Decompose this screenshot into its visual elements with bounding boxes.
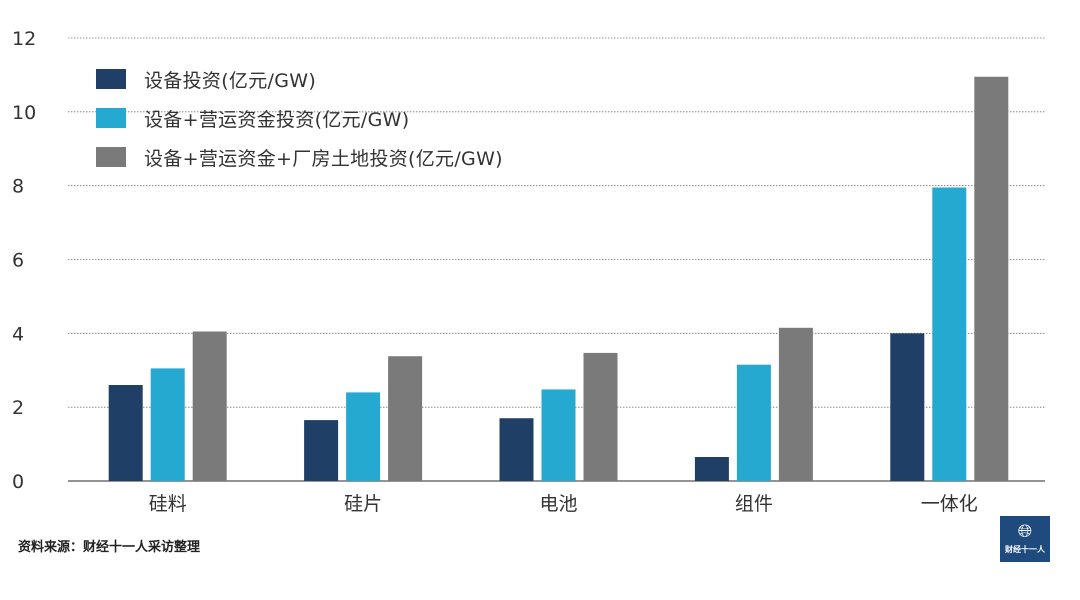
y-tick-label: 2 [12, 397, 24, 419]
y-tick-label: 10 [12, 102, 36, 124]
legend-swatch [96, 147, 126, 167]
legend: 设备投资(亿元/GW) 设备+营运资金投资(亿元/GW) 设备+营运资金+厂房土… [96, 64, 503, 181]
legend-label: 设备投资(亿元/GW) [144, 69, 317, 92]
bar [346, 392, 381, 481]
globe-icon: 🌐︎ [1017, 521, 1033, 542]
bar [541, 389, 576, 481]
legend-label: 设备+营运资金+厂房土地投资(亿元/GW) [144, 147, 503, 170]
x-tick-label: 硅片 [344, 493, 382, 515]
labels-layer: 0 2 4 6 8 10 12 硅料 硅片 电池 组件 一体化 [12, 28, 978, 515]
y-tick-label: 12 [12, 28, 36, 50]
y-tick-label: 6 [12, 250, 24, 272]
y-tick-label: 8 [12, 176, 24, 198]
legend-swatch [96, 108, 126, 128]
legend-item: 设备+营运资金投资(亿元/GW) [96, 103, 503, 133]
bar [150, 368, 185, 481]
x-tick-label: 一体化 [921, 493, 978, 515]
x-tick-label: 电池 [539, 493, 577, 515]
logo-text: 财经十一人 [1005, 545, 1045, 554]
bar [583, 352, 618, 481]
x-tick-label: 硅料 [149, 493, 187, 515]
bar [736, 364, 771, 481]
brand-logo: 🌐︎ 财经十一人 [1000, 516, 1050, 562]
bar [974, 76, 1009, 481]
x-tick-label: 组件 [735, 493, 773, 515]
bar [932, 187, 967, 481]
legend-item: 设备投资(亿元/GW) [96, 64, 503, 94]
legend-label: 设备+营运资金投资(亿元/GW) [144, 108, 410, 131]
source-note: 资料来源：财经十一人采访整理 [18, 540, 201, 555]
bar [108, 385, 143, 481]
legend-item: 设备+营运资金+厂房土地投资(亿元/GW) [96, 142, 503, 172]
bar [192, 331, 227, 481]
y-tick-label: 4 [12, 323, 24, 345]
bar [694, 457, 729, 481]
grid-layer [68, 37, 1045, 482]
bar [388, 356, 423, 481]
bar [304, 420, 339, 481]
y-tick-label: 0 [12, 471, 24, 493]
bar [778, 327, 813, 481]
bars-layer [108, 76, 1009, 481]
legend-swatch [96, 69, 126, 89]
bar [499, 418, 534, 481]
bar [890, 333, 925, 481]
